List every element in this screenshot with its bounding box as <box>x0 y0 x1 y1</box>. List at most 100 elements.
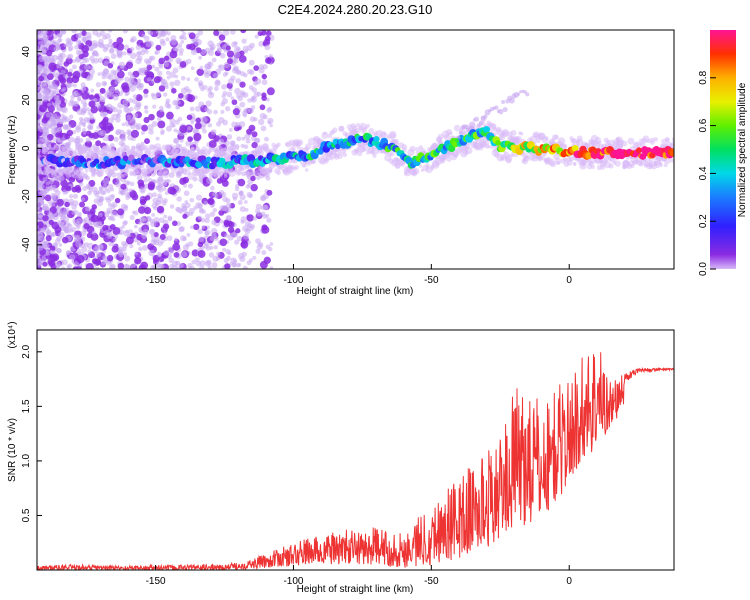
heatmap-noise-point <box>145 215 152 222</box>
heatmap-noise-point <box>257 118 265 126</box>
heatmap-noise-point <box>141 245 148 251</box>
heatmap-noise-point <box>126 114 132 121</box>
heatmap-noise-point <box>169 187 177 195</box>
heatmap-noise-point <box>139 69 146 76</box>
heatmap-noise-point <box>125 229 129 234</box>
heatmap-noise-point <box>182 176 190 184</box>
heatmap-halo-point <box>162 167 170 174</box>
heatmap-noise-point <box>129 190 137 198</box>
heatmap-noise-point <box>76 255 85 264</box>
heatmap-noise-point <box>255 248 261 254</box>
heatmap-noise-point <box>37 40 43 46</box>
heatmap-noise-point <box>37 244 44 251</box>
heatmap-noise-point <box>155 30 160 34</box>
heatmap-halo-point <box>184 172 188 176</box>
heatmap-halo-point <box>232 144 240 152</box>
heatmap-noise-point <box>222 90 228 96</box>
heatmap-noise-point <box>146 77 152 82</box>
heatmap-halo-point <box>510 129 517 137</box>
heatmap-noise-point <box>269 266 274 269</box>
heatmap-noise-point <box>227 226 235 233</box>
heatmap-noise-point <box>137 179 145 187</box>
heatmap-halo-point <box>554 134 559 140</box>
heatmap-noise-point <box>60 266 66 269</box>
heatmap-noise-point <box>172 67 179 74</box>
heatmap-halo-point <box>465 146 473 155</box>
heatmap-noise-point <box>143 88 149 95</box>
heatmap-noise-point <box>66 264 71 269</box>
heatmap-noise-point <box>112 94 119 101</box>
heatmap-noise-point <box>148 228 156 236</box>
heatmap-noise-point <box>52 242 58 247</box>
line-x-tick-label: -150 <box>146 576 166 587</box>
heatmap-noise-point <box>111 201 118 208</box>
heatmap-noise-point <box>162 223 170 230</box>
heatmap-noise-point <box>64 225 70 231</box>
heatmap-noise-point <box>114 197 121 204</box>
heatmap-noise-point <box>181 251 188 258</box>
heatmap-noise-point <box>129 244 134 249</box>
heatmap-noise-point <box>139 198 147 206</box>
heatmap-noise-point <box>117 91 123 97</box>
heatmap-noise-point <box>261 92 267 98</box>
heatmap-noise-point <box>92 50 99 57</box>
heatmap-noise-point <box>216 251 221 256</box>
heatmap-noise-point <box>116 70 125 79</box>
heatmap-halo-point <box>365 123 370 128</box>
heatmap-noise-point <box>161 30 168 35</box>
heatmap-noise-point <box>87 249 92 254</box>
heatmap-noise-point <box>237 178 246 187</box>
heatmap-noise-point <box>114 181 122 188</box>
heatmap-noise-point <box>99 111 105 116</box>
heatmap-noise-point <box>178 51 184 56</box>
heatmap-noise-point <box>56 106 62 112</box>
heatmap-noise-point <box>95 140 102 147</box>
heatmap-noise-point <box>93 43 98 48</box>
heatmap-noise-point <box>122 98 129 106</box>
heatmap-noise-point <box>269 123 273 128</box>
heatmap-noise-point <box>182 244 189 251</box>
heatmap-halo-point <box>74 146 79 151</box>
heatmap-noise-point <box>244 221 251 228</box>
heatmap-y-tick-label: -40 <box>21 237 32 252</box>
heatmap-halo-point <box>658 162 663 166</box>
heatmap-noise-point <box>138 220 143 225</box>
heatmap-noise-point <box>45 230 53 237</box>
heatmap-halo-point <box>555 158 562 165</box>
heatmap-noise-point <box>164 55 170 61</box>
heatmap-noise-point <box>178 262 184 268</box>
heatmap-noise-point <box>111 245 119 253</box>
heatmap-noise-point <box>59 57 64 63</box>
heatmap-noise-point <box>153 76 161 84</box>
heatmap-halo-point <box>246 172 252 179</box>
heatmap-noise-point <box>264 136 269 142</box>
heatmap-noise-point <box>202 69 209 75</box>
heatmap-noise-point <box>108 38 113 44</box>
heatmap-noise-point <box>155 91 161 98</box>
heatmap-noise-point <box>167 216 173 222</box>
heatmap-noise-point <box>40 201 45 206</box>
heatmap-halo-point <box>150 172 156 177</box>
heatmap-noise-point <box>162 92 168 97</box>
heatmap-noise-point <box>212 207 217 213</box>
heatmap-noise-point <box>97 72 102 76</box>
heatmap-noise-point <box>193 223 200 231</box>
heatmap-noise-point <box>81 45 90 53</box>
heatmap-noise-point <box>179 226 185 232</box>
heatmap-noise-point <box>43 97 48 102</box>
heatmap-noise-point <box>106 254 114 262</box>
heatmap-noise-point <box>148 249 155 257</box>
heatmap-noise-point <box>159 263 165 269</box>
heatmap-halo-point <box>332 127 338 133</box>
heatmap-noise-point <box>102 177 110 185</box>
heatmap-noise-point <box>147 181 156 189</box>
heatmap-streak-point <box>502 107 508 113</box>
heatmap-noise-point <box>37 203 42 209</box>
heatmap-noise-point <box>47 258 54 265</box>
heatmap-noise-point <box>119 190 125 195</box>
heatmap-halo-point <box>304 168 309 172</box>
heatmap-noise-point <box>88 94 95 100</box>
heatmap-halo-point <box>45 144 52 150</box>
heatmap-noise-point <box>172 220 178 227</box>
heatmap-noise-point <box>81 246 88 253</box>
